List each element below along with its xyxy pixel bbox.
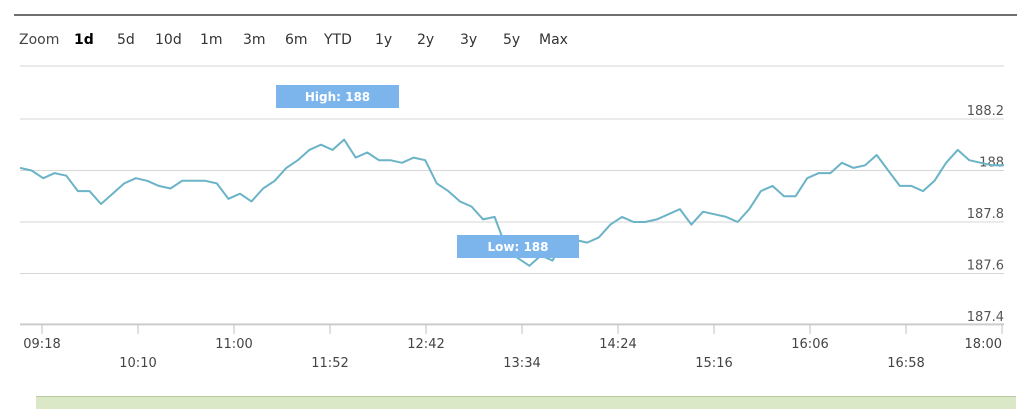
flag-label: High: 188 bbox=[305, 90, 370, 104]
y-tick-label: 187.6 bbox=[967, 259, 1004, 274]
x-tick-label: 15:16 bbox=[695, 356, 732, 371]
flag-label: Low: 188 bbox=[487, 240, 548, 254]
low-flag: Low: 188 bbox=[457, 235, 579, 258]
x-tick-label: 16:58 bbox=[887, 356, 924, 371]
grid-layer bbox=[20, 66, 1004, 325]
x-tick-label: 09:18 bbox=[23, 337, 60, 352]
y-tick-label: 188.2 bbox=[967, 104, 1004, 119]
x-tick-label: 12:42 bbox=[407, 337, 444, 352]
high-flag: High: 188 bbox=[276, 85, 399, 108]
y-tick-label: 187.4 bbox=[967, 310, 1004, 325]
x-tick-label: 10:10 bbox=[119, 356, 156, 371]
x-tick-label: 13:34 bbox=[503, 356, 540, 371]
y-tick-label: 187.8 bbox=[967, 207, 1004, 222]
flag-layer: High: 188 Low: 188 bbox=[276, 85, 579, 258]
x-tick-label: 11:00 bbox=[215, 337, 252, 352]
x-tick-label: 14:24 bbox=[599, 337, 636, 352]
x-tick-label: 16:06 bbox=[791, 337, 828, 352]
navigator-bar[interactable] bbox=[36, 396, 1016, 409]
x-tick-label: 11:52 bbox=[311, 356, 348, 371]
x-tick-label: 18:00 bbox=[965, 337, 1002, 352]
